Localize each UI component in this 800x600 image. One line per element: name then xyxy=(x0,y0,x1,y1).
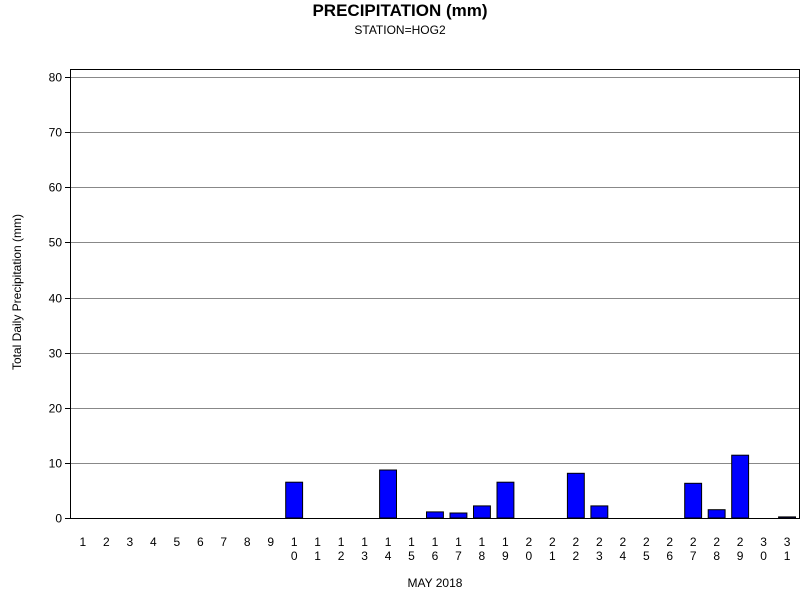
x-axis-ticks: 1 2 3 4 5 6 7 8 9 1 01 11 21 31 41 51 61 71 81 92 02 12 22 32 42… xyxy=(80,535,791,563)
bar-day-16 xyxy=(426,511,444,519)
bar-day-27 xyxy=(684,482,703,519)
y-tick-label: 20 xyxy=(49,402,63,416)
x-tick-label: 2 xyxy=(103,535,110,549)
bar-day-29 xyxy=(731,454,750,519)
y-tick-label: 50 xyxy=(49,236,63,250)
y-tick-label: 40 xyxy=(49,292,63,306)
x-tick-label: 9 xyxy=(267,535,274,549)
bar-day-22 xyxy=(566,472,585,519)
plot-frame xyxy=(70,69,800,519)
bars xyxy=(285,454,796,519)
y-tick-label: 0 xyxy=(55,512,62,526)
chart-subtitle: STATION=HOG2 xyxy=(354,23,446,37)
bar-day-28 xyxy=(707,509,726,519)
x-axis-label: MAY 2018 xyxy=(408,576,463,590)
bar-day-14 xyxy=(379,469,398,519)
chart-title: PRECIPITATION (mm) xyxy=(312,1,488,20)
y-tick-label: 70 xyxy=(49,126,63,140)
x-tick-label: 6 xyxy=(197,535,204,549)
bar-day-19 xyxy=(496,481,515,519)
bar-day-18 xyxy=(473,505,491,519)
bar-day-31 xyxy=(778,516,796,519)
x-tick-label: 7 xyxy=(220,535,227,549)
y-tick-label: 60 xyxy=(49,181,63,195)
bar-day-17 xyxy=(449,512,468,519)
y-axis-ticks: 0 10 20 30 40 50 60 70 80 xyxy=(49,71,70,526)
y-axis-label: Total Daily Precipitation (mm) xyxy=(10,214,24,370)
y-tick-label: 30 xyxy=(49,347,63,361)
x-tick-label: 3 xyxy=(127,535,134,549)
x-tick-label: 4 xyxy=(150,535,157,549)
gridlines xyxy=(70,77,800,519)
bar-day-10 xyxy=(285,481,304,519)
y-tick-label: 10 xyxy=(49,457,63,471)
x-tick-label: 1 xyxy=(80,535,87,549)
y-tick-label: 80 xyxy=(49,71,63,85)
x-tick-label: 5 xyxy=(173,535,180,549)
bar-day-23 xyxy=(590,505,609,519)
x-tick-label: 8 xyxy=(244,535,251,549)
